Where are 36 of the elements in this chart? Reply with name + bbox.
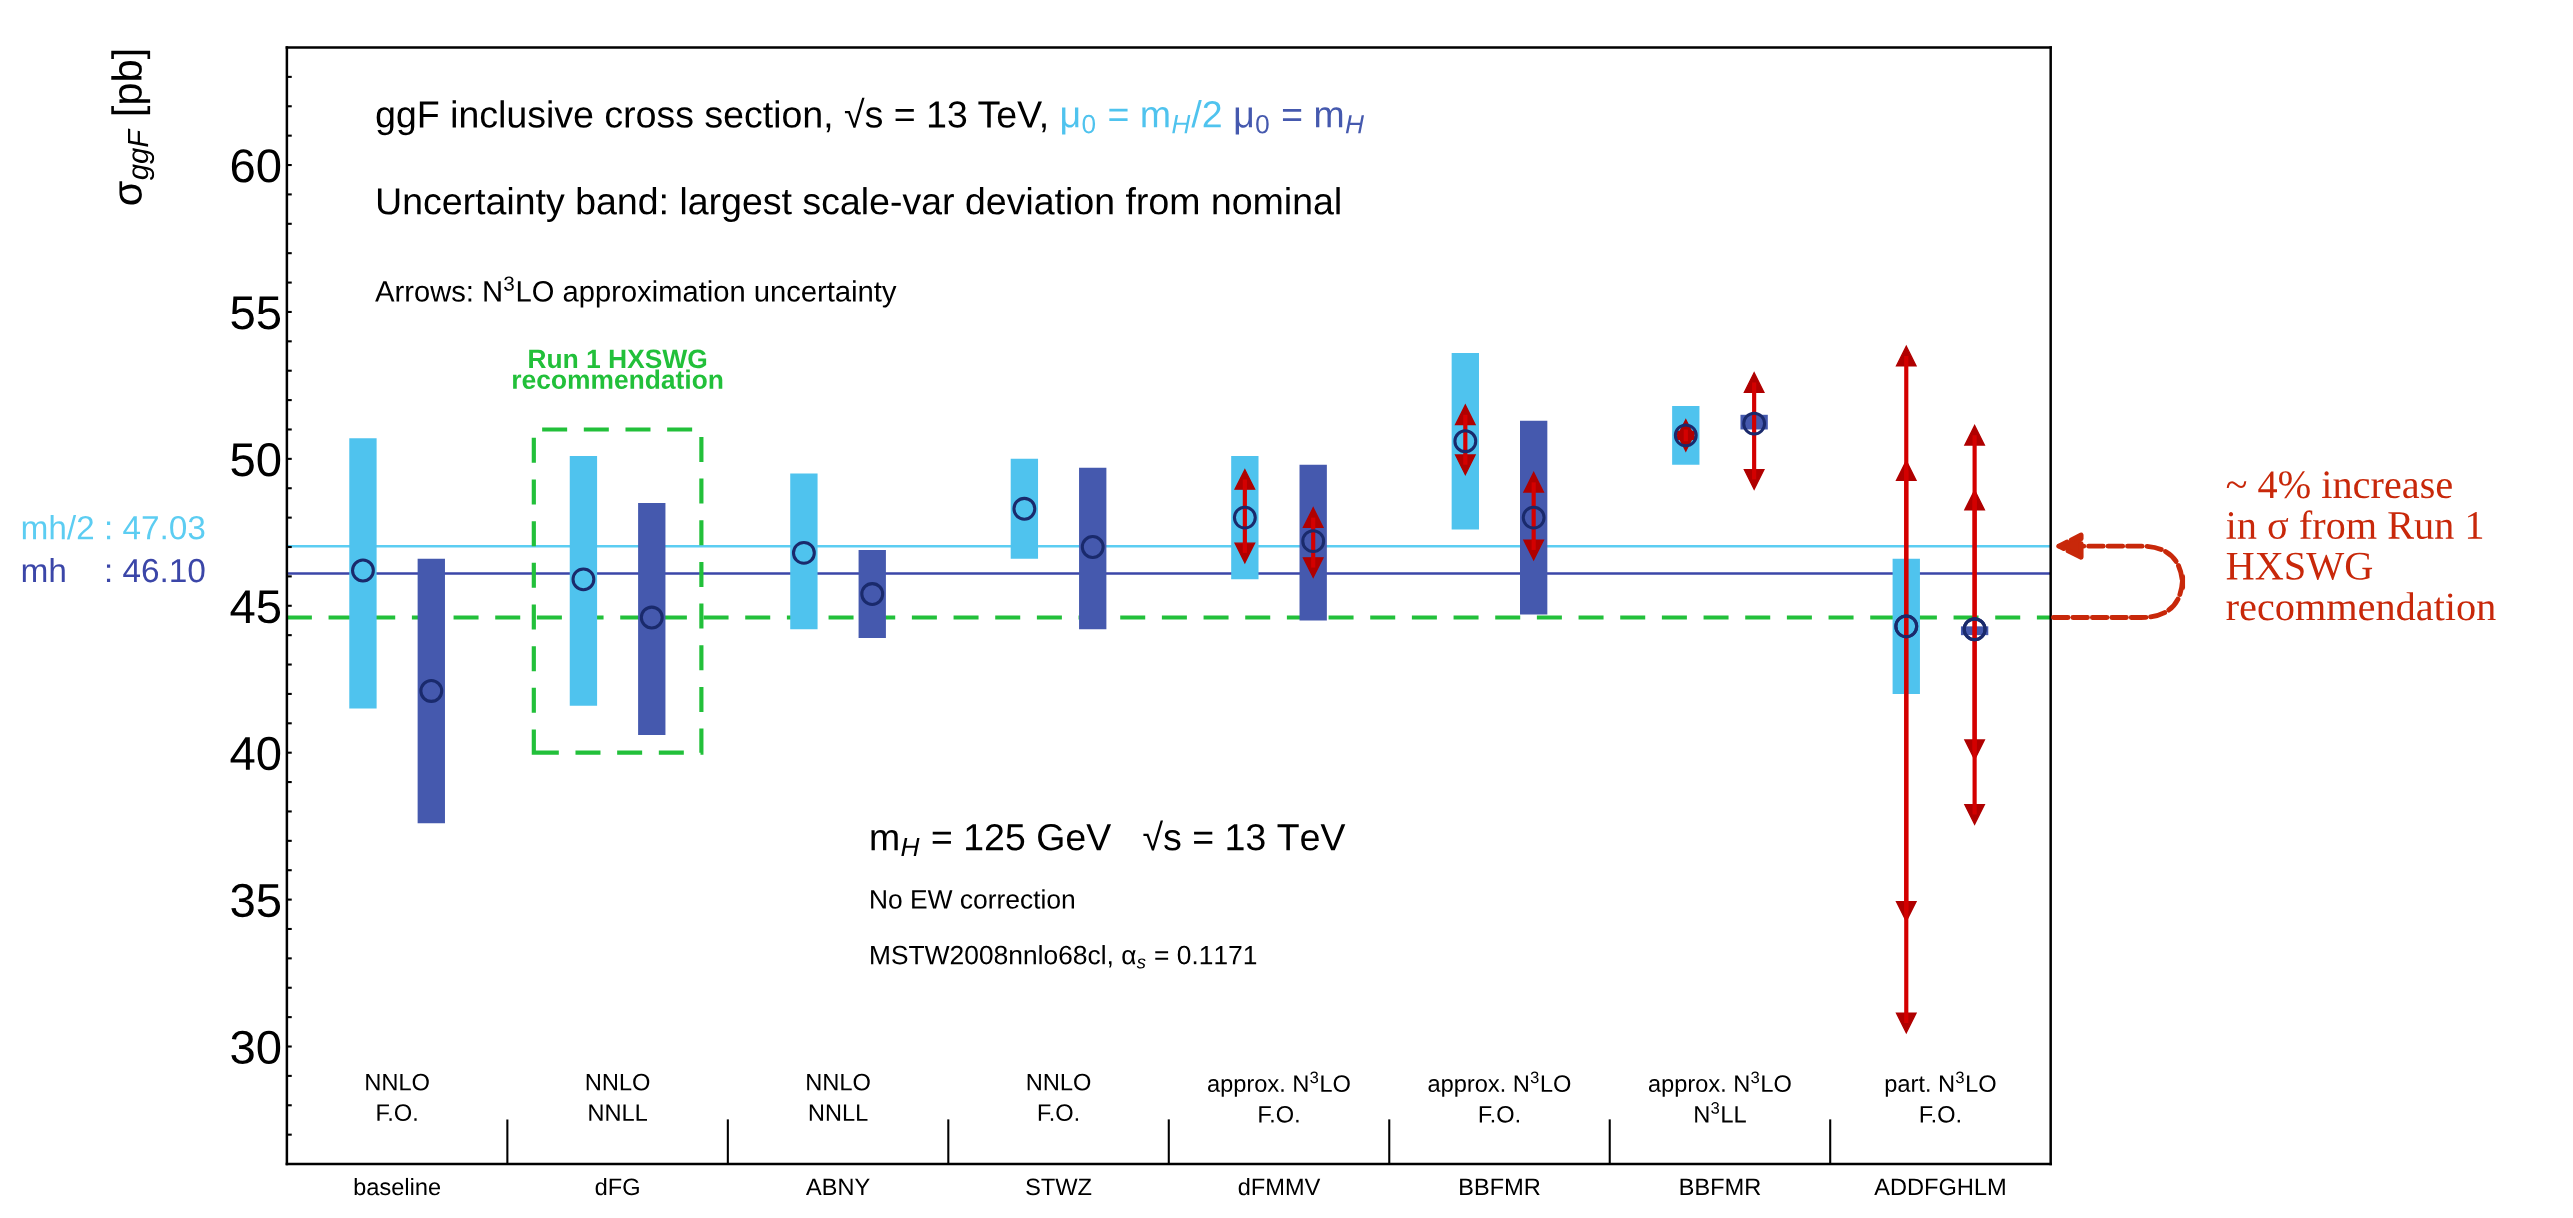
y-tick-label: 35	[231, 883, 281, 918]
text: μ$_{0}$ = m$_{H}$	[1235, 107, 1365, 135]
x-tick-label: STWZ	[1026, 1178, 1092, 1196]
x-tick-label: BBFMR	[1460, 1178, 1540, 1196]
text: ggF inclusive cross section, √s = 13 TeV,	[376, 97, 1046, 136]
text: μ$_{0}$ = m$_{H}$/2	[1062, 100, 1221, 135]
annotation: NNLO NNLL	[807, 1073, 870, 1121]
x-tick-label: dFMMV	[1238, 1177, 1321, 1196]
x-tick-label: dFG	[595, 1177, 639, 1196]
x-tick-label: BBFMR	[1680, 1178, 1761, 1196]
y-tick-label: 40	[230, 736, 281, 771]
annotation: approx. N$^{3}$LO F.O.	[1208, 1071, 1350, 1123]
x-tick-label: ADDFGHLM	[1874, 1178, 2005, 1196]
y-tick-label: 45	[230, 590, 281, 624]
x-tick-label: baseline	[354, 1177, 441, 1196]
y-tick-label: 30	[231, 1030, 281, 1065]
text: ~ 4% increase in σ from Run 1 HXSWG recommendation	[2226, 471, 2496, 621]
y-tick-label: 55	[231, 296, 281, 330]
ref-line-label: mh : 46.10	[22, 557, 205, 583]
annotation: Arrows: N$^{3}$LO approximation uncertainty	[375, 276, 897, 308]
text: approx. N$^{3}$LO N$^{3}$LL	[1648, 1071, 1791, 1123]
annotation: MSTW2008nnlo68cl, α$_{s}$ = 0.1171	[871, 945, 1257, 969]
annotation: NNLO F.O.	[366, 1073, 429, 1122]
annotation: m$_{H}$ = 125 GeV √s = 13 TeV	[871, 820, 1346, 857]
annotation: No EW correction	[871, 889, 1074, 909]
y-tick-label: 60	[231, 149, 281, 183]
ref-line-label: mh/2 : 47.03	[22, 515, 205, 540]
annotation: Run 1 HXSWG recommendation	[513, 349, 723, 389]
annotation: NNLO NNLL	[586, 1073, 650, 1121]
annotation: NNLO F.O.	[1027, 1073, 1091, 1122]
y-tick-label: 50	[231, 443, 281, 477]
annotation: part. N$^{3}$LO F.O.	[1885, 1071, 1996, 1123]
y-axis-title: σ$_{ggF}$ [pb]	[111, 50, 155, 205]
x-tick-label: ABNY	[805, 1178, 870, 1196]
text: Uncertainty band: largest scale-var deviation from nominal	[377, 187, 1340, 223]
annotation: approx. N$^{3}$LO F.O.	[1428, 1071, 1571, 1123]
